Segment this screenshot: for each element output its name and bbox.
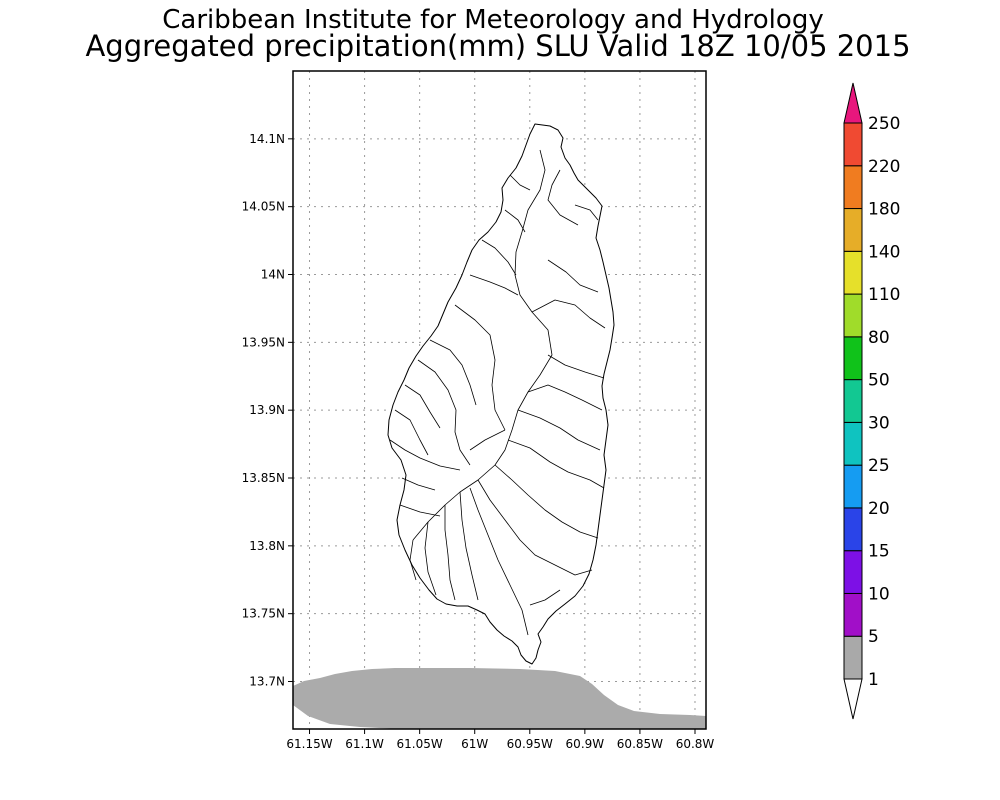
- colorbar-under-arrow: [843, 678, 863, 720]
- colorbar-level-label: 140: [868, 242, 900, 262]
- colorbar-over-arrow: [843, 82, 863, 124]
- lat-tick-label: 13.85N: [242, 471, 285, 485]
- figure-subtitle: Aggregated precipitation(mm) SLU Valid 1…: [85, 29, 910, 63]
- lat-tick-label: 13.9N: [249, 403, 285, 417]
- lon-tick-label: 60.95W: [507, 737, 553, 751]
- lon-tick-label: 61.1W: [345, 737, 384, 751]
- colorbar-segment: [843, 635, 863, 680]
- lat-tick-label: 13.95N: [242, 335, 285, 349]
- colorbar-segment: [843, 165, 863, 210]
- colorbar-level-label: 180: [868, 200, 900, 220]
- colorbar-segment: [843, 122, 863, 167]
- colorbar-level-label: 250: [868, 114, 900, 134]
- colorbar-level-label: 110: [868, 285, 900, 305]
- lat-tick-label: 13.75N: [242, 607, 285, 621]
- lon-tick-label: 60.8W: [676, 737, 715, 751]
- colorbar-segment: [843, 421, 863, 466]
- longitude-axis: 61.15W 61.1W 61.05W 61W 60.95W 60.9W 60.85W 60.…: [286, 729, 714, 751]
- lon-tick-label: 61W: [461, 737, 488, 751]
- colorbar-segment: [843, 208, 863, 252]
- st-lucia-island-outline: [387, 123, 615, 665]
- lon-tick-label: 61.15W: [286, 737, 332, 751]
- map-plot-area: 61.15W 61.1W 61.05W 61W 60.95W 60.9W 60.85W 60.…: [242, 70, 714, 751]
- map-frame: [292, 70, 707, 730]
- colorbar-segment: [843, 336, 863, 381]
- lat-tick-label: 13.8N: [249, 539, 285, 553]
- lon-tick-label: 61.05W: [397, 737, 443, 751]
- colorbar-level-label: 5: [868, 627, 879, 647]
- figure-title: Caribbean Institute for Meteorology and …: [162, 5, 823, 35]
- latitude-axis: 14.1N 14.05N 14N 13.95N 13.9N 13.85N 13.8N 13.7…: [242, 132, 293, 689]
- colorbar-level-label: 50: [868, 371, 890, 391]
- colorbar-segment: [843, 379, 863, 423]
- colorbar-level-label: 80: [868, 328, 890, 348]
- precipitation-shade-area: [293, 668, 706, 729]
- lat-tick-label: 14.05N: [242, 200, 285, 214]
- colorbar-segment: [843, 293, 863, 338]
- colorbar-segment: [843, 550, 863, 594]
- colorbar-level-label: 10: [868, 584, 890, 604]
- colorbar-level-label: 20: [868, 499, 890, 519]
- colorbar-segment: [843, 592, 863, 637]
- colorbar-segment: [843, 507, 863, 552]
- lat-tick-label: 14.1N: [249, 132, 285, 146]
- watershed-boundaries: [389, 149, 606, 636]
- colorbar-level-label: 220: [868, 157, 900, 177]
- lat-tick-label: 13.7N: [249, 675, 285, 689]
- colorbar-level-label: 15: [868, 542, 890, 562]
- colorbar-level-label: 1: [868, 670, 879, 690]
- colorbar-segment: [843, 464, 863, 509]
- colorbar-segment: [843, 250, 863, 295]
- lon-tick-label: 60.85W: [617, 737, 663, 751]
- colorbar-level-label: 30: [868, 413, 890, 433]
- lon-tick-label: 60.9W: [566, 737, 605, 751]
- colorbar-level-label: 25: [868, 456, 890, 476]
- lat-tick-label: 14N: [261, 268, 285, 282]
